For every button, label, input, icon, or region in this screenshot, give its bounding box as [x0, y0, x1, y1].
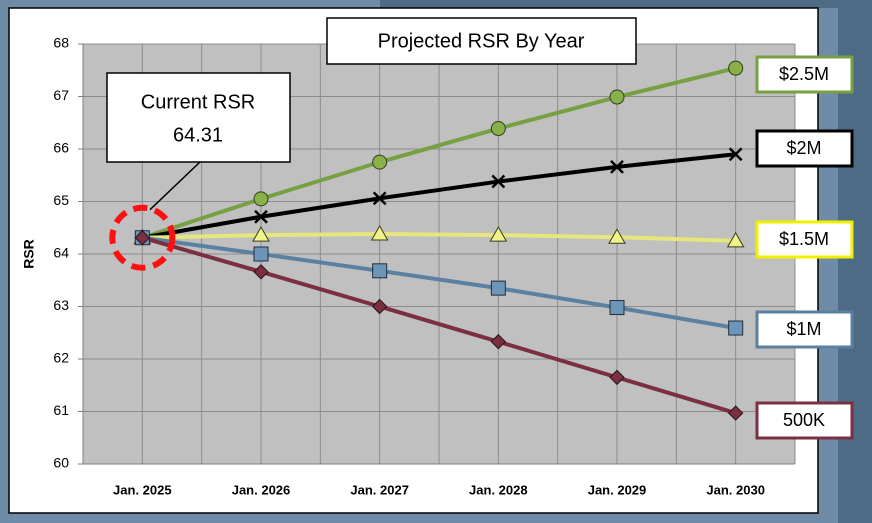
legend-label: 500K	[783, 410, 825, 430]
x-tick-label: Jan. 2026	[232, 482, 291, 497]
marker	[490, 121, 506, 137]
marker	[252, 226, 270, 242]
legend-label: $2M	[786, 138, 821, 158]
marker	[372, 191, 387, 206]
chart-title: Projected RSR By Year	[378, 30, 585, 52]
x-tick-label: Jan. 2027	[350, 482, 409, 497]
legend-box	[755, 220, 854, 259]
marker	[370, 225, 389, 241]
legend-label: $1M	[786, 319, 821, 339]
marker	[490, 280, 506, 296]
legend-box	[755, 401, 854, 440]
series-line	[142, 232, 736, 243]
series-line	[141, 66, 737, 240]
marker	[372, 154, 388, 170]
y-tick-label: 64	[53, 245, 69, 261]
y-tick-label: 66	[53, 140, 69, 156]
legend-label: $1.5M	[779, 229, 829, 249]
x-tick-label: Jan. 2029	[588, 482, 647, 497]
annotation-value: 64.31	[173, 124, 223, 146]
x-tick-label: Jan. 2025	[113, 482, 172, 497]
marker	[728, 147, 743, 162]
y-axis-label: RSR	[21, 239, 37, 269]
series-lines	[141, 66, 737, 415]
y-tick-label: 63	[53, 297, 69, 313]
series-line	[141, 152, 736, 240]
y-tick-label: 62	[53, 350, 69, 366]
title-box	[326, 17, 637, 65]
y-tick-label: 67	[53, 87, 69, 103]
marker	[726, 231, 745, 248]
marker	[253, 246, 269, 262]
series-line	[142, 235, 737, 330]
legend-box	[755, 310, 854, 349]
annotation-box	[106, 72, 291, 163]
y-tick-label: 60	[53, 455, 69, 471]
marker	[372, 263, 388, 279]
annotation-leader	[149, 161, 201, 211]
marker	[727, 405, 744, 421]
marker	[254, 209, 268, 224]
x-tick-label: Jan. 2028	[469, 482, 528, 497]
marker	[608, 228, 626, 244]
y-tick-label: 65	[53, 192, 69, 208]
marker	[490, 333, 507, 350]
legend-label: $2.5M	[779, 64, 829, 84]
marker	[728, 60, 744, 76]
marker	[134, 230, 151, 246]
marker	[609, 369, 625, 386]
marker	[253, 264, 269, 280]
marker	[371, 298, 388, 315]
marker	[610, 159, 624, 174]
annotation-label: Current RSR	[141, 91, 255, 113]
legend-box	[755, 55, 854, 94]
y-tick-label: 61	[53, 402, 69, 418]
legend-box	[755, 129, 854, 168]
marker	[491, 174, 506, 189]
marker	[489, 226, 508, 242]
marker	[609, 89, 625, 105]
highlight-circle	[109, 204, 176, 271]
marker	[253, 191, 269, 207]
marker	[609, 300, 625, 316]
y-tick-label: 68	[53, 35, 69, 51]
series-line	[141, 235, 737, 415]
marker	[728, 320, 744, 336]
x-tick-label: Jan. 2030	[706, 482, 765, 497]
